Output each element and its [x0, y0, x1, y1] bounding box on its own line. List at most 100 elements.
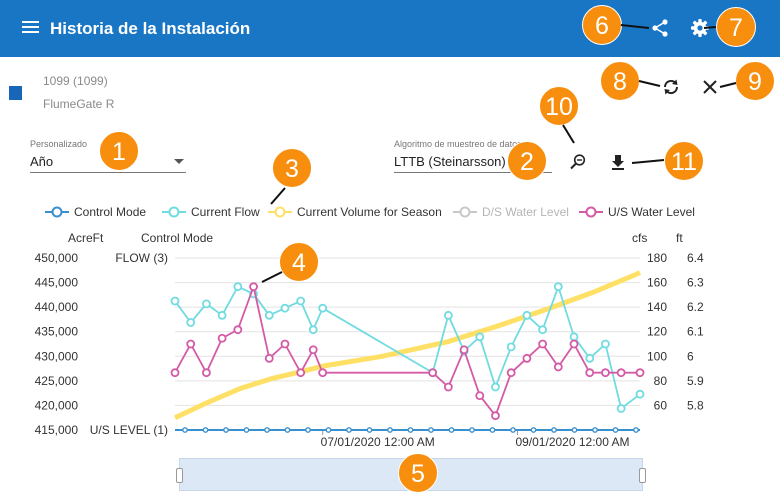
legend-label: U/S Water Level: [608, 205, 695, 219]
control-mode-point: [202, 427, 209, 433]
control-mode-point: [305, 427, 311, 433]
current-flow-point: [280, 303, 290, 313]
us-level-point: [569, 339, 579, 349]
legend-label: Current Flow: [191, 205, 260, 219]
us-level-point: [553, 362, 563, 372]
us-level-point: [538, 339, 548, 349]
download-icon[interactable]: [609, 153, 627, 176]
control-mode-point: [428, 427, 434, 433]
refresh-icon[interactable]: [661, 77, 681, 102]
range-end-handle[interactable]: [639, 468, 646, 483]
us-level-point: [459, 345, 469, 355]
control-mode-point: [346, 427, 352, 433]
flow-axis-title: cfs: [632, 231, 647, 245]
control-mode-point: [510, 427, 516, 433]
us-level-point: [217, 333, 227, 343]
control-mode-point: [264, 427, 270, 433]
us-level-point: [616, 368, 626, 378]
control-tick-label: U/S LEVEL (1): [90, 423, 168, 437]
us-level-point: [202, 368, 211, 378]
current-flow-point: [217, 310, 227, 320]
legend-item-us-water-level[interactable]: U/S Water Level: [578, 203, 700, 221]
flow-tick-label: 160: [647, 276, 667, 290]
legend-item-ds-water-level[interactable]: D/S Water Level: [452, 203, 574, 221]
x-tick-label: 07/01/2020 12:00 AM: [321, 435, 435, 449]
control-mode-point: [325, 427, 332, 433]
algorithm-select[interactable]: LTTB (Steinarsson): [394, 151, 552, 173]
algorithm-label: Algoritmo de muestreo de datos: [394, 139, 522, 149]
period-label: Personalizado: [30, 139, 88, 149]
current-flow-point: [264, 310, 274, 320]
flow-tick-label: 140: [647, 300, 667, 314]
control-mode-point: [469, 427, 475, 433]
current-flow-point: [491, 382, 500, 392]
flow-tick-label: 100: [647, 349, 667, 363]
control-mode-point: [182, 427, 188, 433]
control-mode-point: [387, 427, 393, 433]
history-chart[interactable]: AcreFt Control Mode cfs ft 450,000 180 6.4…: [0, 225, 780, 485]
control-tick-label: FLOW (3): [115, 251, 168, 265]
current-flow-point: [538, 325, 548, 335]
callout-badge-10: 10: [539, 86, 579, 126]
callout-badge-7: 7: [716, 7, 756, 47]
app-header: Historia de la Instalación: [0, 0, 780, 57]
current-flow-point: [186, 318, 196, 327]
control-mode-point: [633, 427, 639, 433]
current-flow-point: [170, 296, 180, 306]
period-value: Año: [30, 154, 54, 169]
chevron-down-icon: [174, 159, 184, 164]
x-tick-label: 09/01/2020 12:00 AM: [515, 435, 629, 449]
period-select[interactable]: Año: [30, 151, 186, 173]
close-icon[interactable]: [701, 78, 719, 101]
current-flow-point: [308, 325, 318, 335]
us-level-point: [601, 368, 610, 378]
station-code: 1099 (1099): [43, 74, 108, 88]
level-tick-label: 6: [687, 349, 694, 363]
flow-tick-label: 60: [654, 398, 668, 412]
flow-tick-label: 180: [647, 251, 667, 265]
us-level-point: [428, 368, 438, 378]
axis-ticks: 450,000 180 6.4 445,000 160 6.3 440,000 140 6.2 4…: [35, 251, 704, 449]
us-level-point: [249, 282, 258, 292]
current-flow-point: [296, 296, 306, 306]
range-start-handle[interactable]: [176, 468, 183, 483]
control-mode-point: [407, 427, 414, 433]
callout-badge-9: 9: [735, 61, 775, 101]
volume-axis-title: AcreFt: [68, 231, 104, 245]
current-flow-point: [233, 282, 243, 292]
chart-series: [170, 270, 645, 433]
current-flow-point: [569, 332, 579, 342]
current-flow-point: [585, 353, 595, 363]
callout-badge-8: 8: [600, 61, 640, 101]
callout-badge-4: 4: [279, 242, 319, 282]
control-mode-point: [592, 427, 598, 433]
legend-label: Control Mode: [74, 205, 147, 219]
control-mode-point: [489, 427, 496, 433]
legend-item-current-volume[interactable]: Current Volume for Season: [267, 203, 449, 221]
zoom-out-icon[interactable]: [568, 152, 588, 177]
level-tick-label: 5.9: [687, 374, 704, 388]
volume-tick-label: 430,000: [35, 349, 79, 363]
gear-icon[interactable]: [690, 18, 710, 43]
current-flow-point: [202, 299, 211, 309]
current-flow-point: [522, 310, 532, 320]
us-level-point: [170, 368, 180, 378]
us-level-point: [475, 391, 485, 401]
share-icon[interactable]: [650, 18, 670, 43]
legend-label: Current Volume for Season: [297, 205, 442, 219]
us-level-point: [522, 353, 532, 363]
volume-tick-label: 450,000: [35, 251, 79, 265]
legend-item-control-mode[interactable]: Control Mode: [44, 203, 159, 221]
flow-tick-label: 80: [654, 374, 668, 388]
callout-badge-11: 11: [664, 141, 704, 181]
menu-icon[interactable]: [22, 18, 42, 38]
level-tick-label: 6.4: [687, 251, 704, 265]
control-mode-point: [366, 427, 373, 433]
level-tick-label: 6.3: [687, 276, 704, 290]
current-flow-point: [635, 389, 645, 399]
us-level-point: [506, 368, 516, 378]
legend-item-current-flow[interactable]: Current Flow: [161, 203, 271, 221]
us-level-point: [443, 382, 453, 392]
current-volume-line: [173, 270, 641, 420]
